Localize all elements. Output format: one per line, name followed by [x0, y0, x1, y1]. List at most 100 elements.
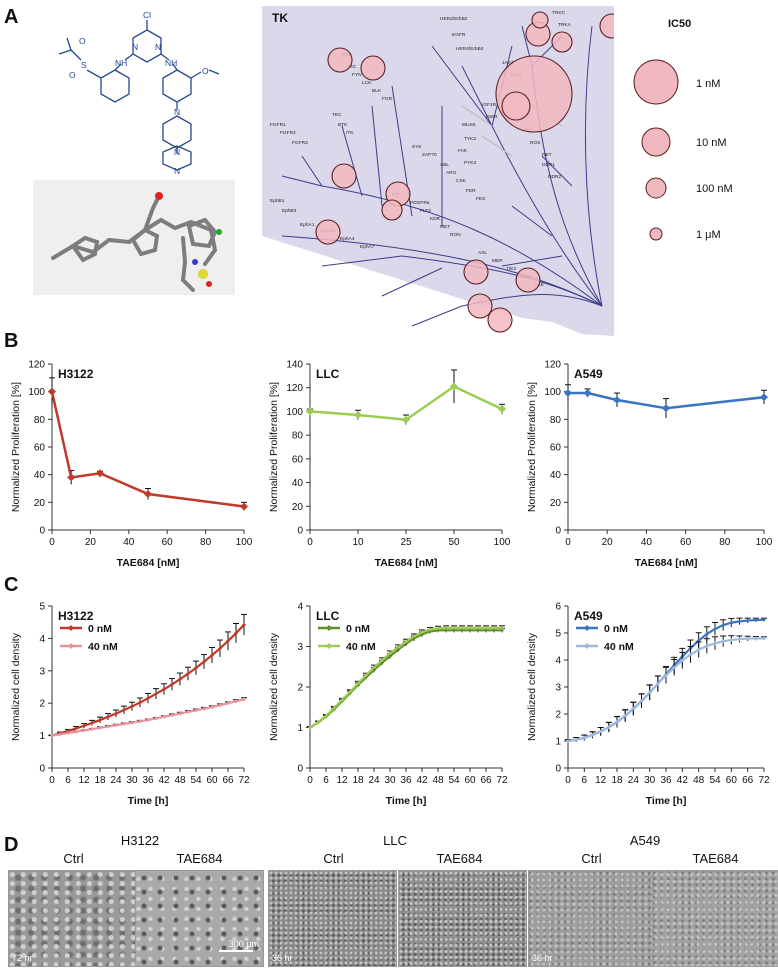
data-point [582, 735, 587, 740]
kinase-label: EphB1 [270, 198, 285, 204]
x-tick-label: 54 [448, 775, 460, 786]
data-point [460, 628, 464, 633]
kinase-label: EGFR [452, 32, 466, 38]
x-tick-label: 12 [336, 775, 348, 786]
x-axis-label: TAE684 [nM] [117, 557, 180, 569]
chart-b-llc: 0 20 40 60 80 100 120 140 0 10 25 50 100 TAE684 [nM] N… [268, 360, 511, 570]
x-tick-label: 100 [236, 537, 253, 548]
data-point [234, 631, 238, 636]
data-point [745, 636, 750, 641]
kinase-label: MET [440, 224, 450, 230]
data-point [639, 698, 644, 703]
data-point [354, 410, 362, 419]
data-point [428, 627, 432, 632]
data-point [178, 711, 182, 716]
data-point [631, 706, 636, 711]
data-point [713, 626, 717, 631]
data-point [186, 709, 190, 714]
y-tick-label: 20 [550, 498, 562, 509]
y-tick-label: 2 [555, 710, 561, 721]
kinase-label: SYK [412, 144, 422, 150]
data-point [388, 654, 392, 659]
data-point [444, 628, 448, 633]
legend-title: IC50 [668, 18, 692, 30]
x-tick-label: 80 [719, 537, 731, 548]
kinase-label: KDR [430, 216, 441, 222]
ic50-bubble [515, 267, 541, 293]
kinase-label: MUSK [462, 122, 477, 128]
data-point [762, 617, 766, 622]
legend-marker [68, 625, 74, 631]
data-point [484, 628, 488, 633]
ic50-bubble [531, 11, 549, 29]
data-point [655, 681, 660, 686]
tree-background [262, 6, 614, 336]
x-tick-label: 48 [432, 775, 444, 786]
x-tick-label: 36 [660, 775, 672, 786]
kinase-label: EphB3 [282, 208, 297, 214]
data-point [721, 639, 726, 644]
micro-group-a549: A549 [629, 833, 661, 848]
ic50-bubble [381, 199, 403, 221]
data-point [696, 647, 701, 652]
atom-n2: N [155, 42, 161, 52]
y-tick-label: 80 [34, 415, 46, 426]
kinase-label: SRC [346, 64, 357, 70]
kinase-label: ARG [446, 170, 457, 176]
micro-cond-1: Ctrl [63, 851, 84, 866]
chart-b-a549: 0 20 40 60 80 100 120 0 20 40 60 80 100 TAE684 [nM] No… [526, 360, 773, 570]
y-tick-label: 120 [28, 360, 45, 371]
x-tick-label: 6 [582, 775, 588, 786]
data-point [380, 658, 384, 663]
oxygen-atom-1 [155, 192, 163, 200]
data-point [476, 625, 480, 630]
x-tick-label: 60 [162, 537, 174, 548]
legend-marker [584, 643, 590, 649]
atom-nh1: NH [115, 58, 127, 68]
data-point [130, 720, 134, 725]
kinase-label: DDR1 [542, 162, 555, 168]
data-point [745, 618, 750, 623]
data-point [564, 389, 572, 398]
data-point [444, 625, 448, 630]
legend-marker [584, 625, 590, 631]
y-tick-label: 0 [555, 526, 561, 537]
oxygen-atom-2 [206, 281, 212, 287]
y-axis-label: Normalized cell density [526, 632, 538, 741]
data-point [436, 626, 440, 631]
legend-marker [326, 625, 332, 631]
atom-n1: N [132, 42, 138, 52]
data-point [452, 628, 456, 633]
x-tick-label: 40 [641, 537, 653, 548]
atom-n4: N [174, 147, 180, 157]
y-tick-label: 4 [555, 656, 561, 667]
legend-label: 40 nM [346, 641, 376, 653]
y-tick-label: 0 [297, 526, 303, 537]
data-point [98, 725, 102, 730]
data-point [122, 708, 126, 713]
micro-time-h3122: 72 hr [12, 953, 33, 963]
micrograph-a549-ctrl: 36 hr [528, 870, 657, 967]
x-tick-label: 18 [94, 775, 106, 786]
kinase-label: JAK3 [502, 60, 514, 66]
y-tick-label: 5 [39, 602, 45, 613]
kinase-label: FGR [382, 96, 393, 102]
x-tick-label: 60 [726, 775, 738, 786]
legend-label: 40 nM [88, 641, 118, 653]
x-tick-label: 12 [595, 775, 607, 786]
y-tick-label: 5 [555, 629, 561, 640]
kinase-label: FER [466, 188, 476, 194]
kinase-label: TIE2 [506, 266, 516, 272]
chart-b-h3122: 0 20 40 60 80 100 120 0 20 40 60 80 100 TAE684 [nM] No… [10, 360, 253, 570]
kinase-label: HER2/ErbB2 [440, 16, 468, 22]
kinase-label: IGF1R [482, 102, 497, 108]
kinase-label: RON [450, 232, 461, 238]
micrograph-h3122-tae684: 300 μm [135, 870, 264, 967]
data-point [372, 665, 376, 670]
y-tick-label: 100 [286, 407, 303, 418]
legend-label-10nm: 10 nM [696, 137, 727, 149]
x-tick-label: 72 [496, 775, 508, 786]
y-tick-label: 3 [297, 642, 303, 653]
